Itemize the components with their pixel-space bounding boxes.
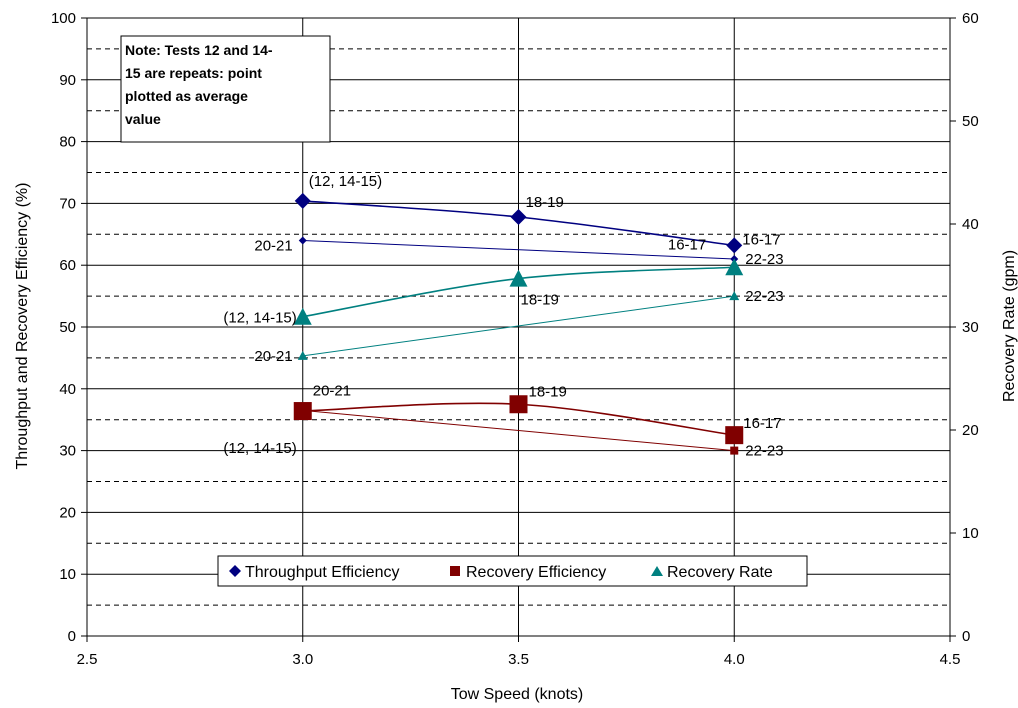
marker-triangle (729, 291, 740, 301)
data-label: 18-19 (526, 194, 564, 211)
series-line (302, 239, 735, 260)
marker-diamond (726, 237, 743, 254)
x-tick-label: 2.5 (77, 651, 98, 668)
data-label: 16-17 (742, 231, 780, 248)
data-label: 16-17 (668, 236, 706, 253)
data-label: 22-23 (745, 288, 783, 305)
point-labels: (12, 14-15) 18-19 16-17 20-21 22-23 (12, 14-1… (223, 173, 783, 460)
data-label: 20-21 (313, 382, 351, 399)
y2-tick-label: 20 (962, 422, 979, 439)
data-label: (12, 14-15) (223, 440, 296, 457)
y-tick-label: 0 (68, 628, 76, 645)
x-tick-label: 3.5 (508, 651, 529, 668)
y2-tick-label: 10 (962, 525, 979, 542)
marker-diamond (294, 192, 311, 209)
x-tick-label: 4.0 (724, 651, 745, 668)
y-tick-label: 10 (59, 566, 76, 583)
marker-triangle (293, 307, 312, 325)
note-box: Note: Tests 12 and 14- 15 are repeats: p… (120, 35, 331, 143)
data-label: (12, 14-15) (223, 310, 296, 327)
series-line (302, 409, 735, 452)
data-label: 18-19 (521, 292, 559, 309)
marker-diamond (510, 208, 527, 225)
data-label: 16-17 (743, 415, 781, 432)
legend-triangle-icon (651, 566, 663, 576)
marker-triangle (297, 350, 308, 360)
marker-square (725, 426, 744, 445)
y2-tick-label: 60 (962, 10, 979, 27)
note-line: 15 are repeats: point (125, 65, 262, 81)
data-label: 18-19 (529, 383, 567, 400)
y-tick-label: 40 (59, 381, 76, 398)
marker-square (298, 406, 307, 415)
y-axis-title: Throughput and Recovery Efficiency (%) (14, 183, 31, 470)
note-line: plotted as average (125, 88, 248, 104)
marker-diamond (298, 236, 307, 245)
marker-square (730, 446, 739, 455)
note-line: value (125, 111, 161, 127)
marker-square (509, 395, 528, 414)
legend-label: Throughput Efficiency (245, 564, 399, 581)
series-layer (293, 192, 744, 455)
marker-triangle (725, 258, 744, 276)
x-axis-title: Tow Speed (knots) (451, 686, 584, 703)
y-tick-label: 20 (59, 504, 76, 521)
legend-label: Recovery Efficiency (466, 564, 606, 581)
data-label: 22-23 (745, 251, 783, 268)
series-line (302, 295, 735, 357)
y2-tick-label: 50 (962, 113, 979, 130)
y-tick-label: 60 (59, 257, 76, 274)
axes: 2.5 3.0 3.5 4.0 4.50102030405060708090100010… (51, 10, 979, 668)
y-tick-label: 100 (51, 10, 76, 27)
x-tick-label: 3.0 (292, 651, 313, 668)
data-label: 22-23 (745, 443, 783, 460)
legend: Throughput Efficiency Recovery Efficienc… (217, 555, 808, 587)
data-label: (12, 14-15) (309, 173, 382, 190)
note-line: Note: Tests 12 and 14- (125, 42, 273, 58)
y2-tick-label: 30 (962, 319, 979, 336)
legend-diamond-icon (229, 565, 241, 577)
data-label: 20-21 (254, 348, 292, 365)
y-tick-label: 90 (59, 72, 76, 89)
marker-triangle (509, 269, 528, 287)
legend-square-icon (450, 566, 460, 576)
data-label: 20-21 (254, 237, 292, 254)
y2-tick-label: 0 (962, 628, 970, 645)
legend-label: Recovery Rate (667, 564, 773, 581)
y-tick-label: 70 (59, 195, 76, 212)
y-tick-label: 80 (59, 134, 76, 151)
y2-axis-title: Recovery Rate (gpm) (1001, 250, 1018, 402)
x-tick-label: 4.5 (940, 651, 961, 668)
y-tick-label: 30 (59, 443, 76, 460)
y2-tick-label: 40 (962, 216, 979, 233)
y-tick-label: 50 (59, 319, 76, 336)
